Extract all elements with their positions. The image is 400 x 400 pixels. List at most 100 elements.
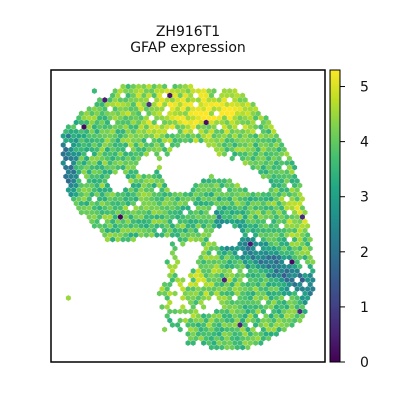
spot — [214, 128, 220, 135]
spot — [250, 164, 256, 171]
spot — [172, 254, 178, 261]
spot — [211, 259, 217, 265]
spot — [198, 137, 204, 144]
spot — [289, 322, 295, 328]
spot — [253, 286, 259, 292]
spot — [94, 119, 100, 126]
spot — [216, 259, 222, 265]
spot — [263, 223, 269, 229]
spot — [224, 317, 230, 324]
spot — [91, 133, 97, 139]
spot — [151, 83, 157, 90]
spot — [250, 263, 256, 270]
spot — [195, 205, 201, 211]
spot — [169, 232, 175, 238]
spot — [221, 196, 227, 202]
spot — [211, 178, 217, 184]
spot — [229, 101, 235, 108]
spot — [253, 151, 259, 157]
spot — [117, 124, 123, 130]
spot — [86, 205, 92, 211]
spot — [149, 178, 155, 184]
spot — [279, 322, 285, 328]
spot — [94, 191, 100, 198]
spot — [206, 196, 212, 202]
spot — [258, 205, 264, 211]
spot — [164, 232, 170, 238]
spot — [190, 97, 196, 103]
spot — [271, 236, 277, 243]
spot — [206, 205, 212, 211]
spot — [201, 304, 207, 310]
spot — [271, 299, 277, 306]
spot — [268, 232, 274, 238]
spot — [214, 344, 220, 351]
spot — [156, 164, 162, 171]
spot — [208, 245, 214, 252]
spot — [99, 137, 105, 144]
spot — [117, 151, 123, 157]
spot — [99, 200, 105, 207]
spot — [289, 214, 295, 220]
spot — [221, 286, 227, 292]
spot — [227, 124, 233, 130]
spot — [240, 155, 246, 162]
spot — [190, 88, 196, 94]
spot — [260, 317, 266, 324]
spot — [271, 245, 277, 252]
spot — [149, 214, 155, 220]
spot — [234, 137, 240, 144]
spot — [104, 200, 110, 207]
spot — [198, 200, 204, 207]
spot — [136, 128, 142, 135]
spot — [169, 205, 175, 211]
spot — [245, 128, 251, 135]
spot — [276, 308, 282, 315]
spot — [99, 164, 105, 171]
spot — [206, 133, 212, 139]
spot — [201, 313, 207, 319]
spot — [125, 209, 131, 216]
spot — [188, 272, 194, 279]
spot — [271, 173, 277, 180]
spot — [162, 101, 168, 108]
spot — [128, 142, 134, 148]
spot — [156, 173, 162, 180]
spot — [130, 83, 136, 90]
spot — [198, 263, 204, 270]
spot — [286, 299, 292, 306]
spot — [273, 313, 279, 319]
spot — [138, 88, 144, 94]
spot — [234, 254, 240, 261]
spot — [63, 137, 69, 144]
spot — [250, 146, 256, 153]
spot — [190, 313, 196, 319]
spot — [221, 106, 227, 112]
spot — [247, 151, 253, 157]
spot — [232, 115, 238, 121]
spot — [128, 151, 134, 157]
spot — [232, 196, 238, 202]
spot — [73, 119, 79, 126]
spot — [136, 101, 142, 108]
spot — [175, 106, 181, 112]
spot — [271, 308, 277, 315]
spot — [266, 299, 272, 306]
spot — [216, 331, 222, 337]
spot — [224, 245, 230, 252]
spot — [232, 205, 238, 211]
spot — [258, 196, 264, 202]
spot — [305, 232, 311, 238]
spot — [117, 97, 123, 103]
spot — [234, 146, 240, 153]
spot — [177, 110, 183, 117]
spot — [94, 173, 100, 180]
spot — [271, 191, 277, 198]
spot — [94, 146, 100, 153]
spot — [221, 124, 227, 130]
spot — [133, 115, 139, 121]
spot — [201, 106, 207, 112]
spot — [268, 322, 274, 328]
spot — [232, 313, 238, 319]
spot — [268, 277, 274, 283]
